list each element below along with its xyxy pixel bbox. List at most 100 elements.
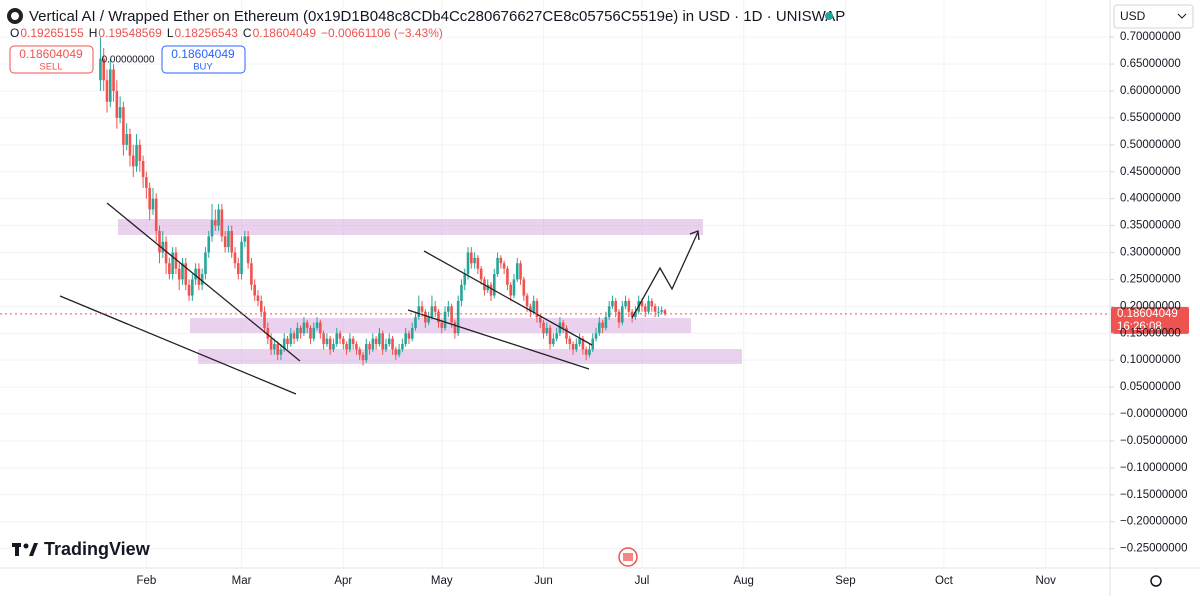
candle-body bbox=[207, 236, 211, 253]
x-tick-label: Jun bbox=[534, 575, 553, 587]
currency-label: USD bbox=[1120, 9, 1146, 23]
candle-body bbox=[322, 333, 325, 345]
candle-body bbox=[197, 268, 201, 285]
candle-body bbox=[220, 209, 224, 237]
candle-body bbox=[535, 300, 539, 318]
candle-body bbox=[105, 80, 109, 102]
candle-body bbox=[108, 69, 112, 102]
candle-body bbox=[204, 252, 207, 275]
candle-body bbox=[335, 333, 339, 345]
candle-body bbox=[433, 306, 437, 312]
price-label-box bbox=[1111, 306, 1189, 334]
candle-body bbox=[430, 306, 434, 318]
candle-body bbox=[512, 279, 516, 296]
candle-body bbox=[348, 338, 352, 350]
candle-body bbox=[647, 300, 650, 312]
candle-body bbox=[305, 322, 309, 328]
candle-body bbox=[191, 279, 194, 296]
candle-body bbox=[456, 300, 460, 334]
y-tick-label: 0.40000000 bbox=[1120, 193, 1181, 205]
ohlc-value: 0.19548569 bbox=[98, 26, 162, 40]
candle-body bbox=[299, 327, 302, 334]
candle-body bbox=[630, 311, 634, 318]
candle-body bbox=[427, 317, 430, 323]
candle-body bbox=[263, 311, 266, 328]
buy-button[interactable] bbox=[161, 45, 246, 74]
candle-body bbox=[230, 230, 234, 253]
trendline bbox=[407, 309, 590, 370]
candle-body bbox=[233, 252, 237, 264]
candle-body bbox=[240, 241, 243, 275]
candle-body bbox=[601, 322, 604, 328]
ohlc-label: H bbox=[89, 26, 98, 40]
x-tick-label: May bbox=[431, 575, 453, 587]
x-tick-label: Jul bbox=[635, 575, 650, 587]
candle-body bbox=[522, 279, 526, 296]
dropdown-caret bbox=[1177, 13, 1187, 19]
candle-body bbox=[250, 263, 253, 285]
candle-body bbox=[325, 338, 329, 345]
symbol-title[interactable]: Vertical AI / Wrapped Ether on Ethereum … bbox=[29, 8, 845, 25]
candle-body bbox=[99, 58, 102, 81]
candle-body bbox=[529, 306, 532, 312]
status-dot bbox=[825, 12, 833, 20]
candle-body bbox=[187, 284, 191, 296]
candle-body bbox=[502, 263, 506, 269]
candle-body bbox=[614, 300, 618, 312]
candle-body bbox=[368, 344, 371, 350]
y-tick-label: 0.30000000 bbox=[1120, 247, 1181, 259]
y-tick-label: 0.70000000 bbox=[1120, 31, 1181, 43]
candle-body bbox=[364, 344, 368, 361]
candle-body bbox=[571, 344, 575, 350]
candle-body bbox=[404, 333, 407, 345]
trendline bbox=[106, 202, 301, 362]
candle-body bbox=[489, 284, 493, 296]
ohlc-label: O bbox=[10, 26, 19, 40]
candle-body bbox=[243, 236, 247, 242]
currency-dropdown[interactable] bbox=[1113, 4, 1194, 29]
candle-body bbox=[384, 344, 388, 350]
x-tick-label: Feb bbox=[136, 575, 156, 587]
logo-shape bbox=[15, 543, 19, 556]
sell-button[interactable] bbox=[9, 45, 94, 74]
y-tick-label: −0.05000000 bbox=[1120, 435, 1187, 447]
candle-body bbox=[581, 338, 585, 350]
candle-body bbox=[460, 284, 463, 301]
zone bbox=[118, 219, 703, 235]
candle-body bbox=[417, 306, 421, 318]
candle-body bbox=[355, 344, 358, 350]
candle-body bbox=[184, 263, 188, 285]
drawings bbox=[118, 219, 742, 364]
candle-body bbox=[236, 263, 240, 275]
candle-body bbox=[552, 338, 555, 345]
settings-button[interactable] bbox=[1150, 575, 1162, 587]
brand-name: TradingView bbox=[44, 539, 151, 559]
brand-logo bbox=[12, 543, 38, 556]
candle-body bbox=[663, 310, 667, 314]
candle-body bbox=[381, 333, 384, 350]
candle-body bbox=[548, 327, 552, 345]
candle-body bbox=[361, 354, 365, 361]
candle-body bbox=[447, 306, 450, 312]
candle-body bbox=[276, 344, 279, 355]
spread: 0.00000000 bbox=[102, 55, 155, 66]
buy-price: 0.18604049 bbox=[171, 47, 235, 61]
candle-body bbox=[414, 317, 417, 328]
candle-body bbox=[141, 160, 145, 178]
candle-body bbox=[194, 268, 197, 280]
candle-body bbox=[168, 263, 171, 275]
candle-body bbox=[273, 344, 276, 350]
candle-body bbox=[302, 322, 306, 334]
candle-body bbox=[424, 311, 427, 323]
candle-body bbox=[286, 338, 289, 345]
y-tick-label: −0.00000000 bbox=[1120, 408, 1187, 420]
candle-body bbox=[506, 268, 509, 285]
y-tick-label: 0.55000000 bbox=[1120, 112, 1181, 124]
candle-body bbox=[397, 349, 401, 355]
candle-body bbox=[525, 295, 529, 307]
candle-body bbox=[289, 333, 293, 345]
candle-body bbox=[519, 263, 522, 280]
candle-body bbox=[378, 333, 381, 345]
y-tick-label: −0.15000000 bbox=[1120, 489, 1187, 501]
